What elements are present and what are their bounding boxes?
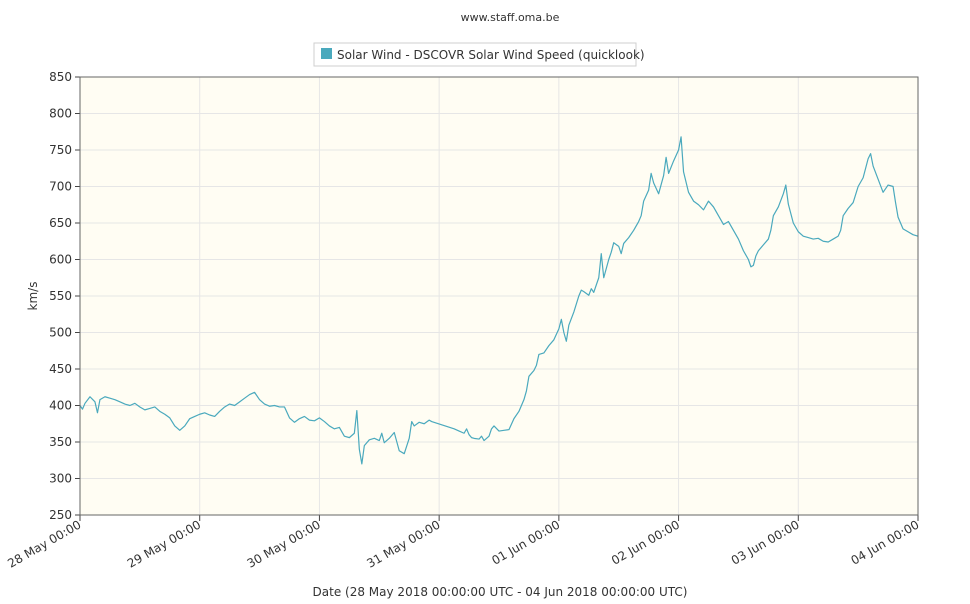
x-tick-label: 04 Jun 00:00 <box>848 517 921 567</box>
y-tick-label: 850 <box>49 70 72 84</box>
legend-box <box>313 42 637 67</box>
x-tick-label: 03 Jun 00:00 <box>729 517 802 567</box>
plot-border <box>79 76 919 516</box>
y-tick-label: 400 <box>49 399 72 413</box>
x-axis-title: Date (28 May 2018 00:00:00 UTC - 04 Jun … <box>313 585 688 599</box>
grid-layer <box>79 76 919 516</box>
y-tick-label: 600 <box>49 253 72 267</box>
x-tick-label: 01 Jun 00:00 <box>489 517 562 567</box>
series-line <box>79 136 919 465</box>
y-tick-label: 350 <box>49 435 72 449</box>
x-tick-label: 02 Jun 00:00 <box>609 517 682 567</box>
legend: Solar Wind - DSCOVR Solar Wind Speed (qu… <box>313 42 645 67</box>
y-tick-label: 800 <box>49 107 72 121</box>
y-tick-label: 500 <box>49 326 72 340</box>
source-label: www.staff.oma.be <box>461 11 560 24</box>
y-axis-title: km/s <box>26 282 40 311</box>
legend-swatch <box>321 48 332 59</box>
x-tick-label: 29 May 00:00 <box>125 517 203 570</box>
y-tick-label: 450 <box>49 362 72 376</box>
legend-label: Solar Wind - DSCOVR Solar Wind Speed (qu… <box>337 48 645 62</box>
x-tick-label: 31 May 00:00 <box>364 517 442 570</box>
x-tick-label: 28 May 00:00 <box>5 517 83 570</box>
series-layer <box>79 136 919 465</box>
y-tick-label: 300 <box>49 472 72 486</box>
y-tick-label: 650 <box>49 216 72 230</box>
x-tick-label: 30 May 00:00 <box>245 517 323 570</box>
y-tick-label: 250 <box>49 508 72 522</box>
y-tick-label: 750 <box>49 143 72 157</box>
y-tick-label: 550 <box>49 289 72 303</box>
y-tick-label: 700 <box>49 180 72 194</box>
